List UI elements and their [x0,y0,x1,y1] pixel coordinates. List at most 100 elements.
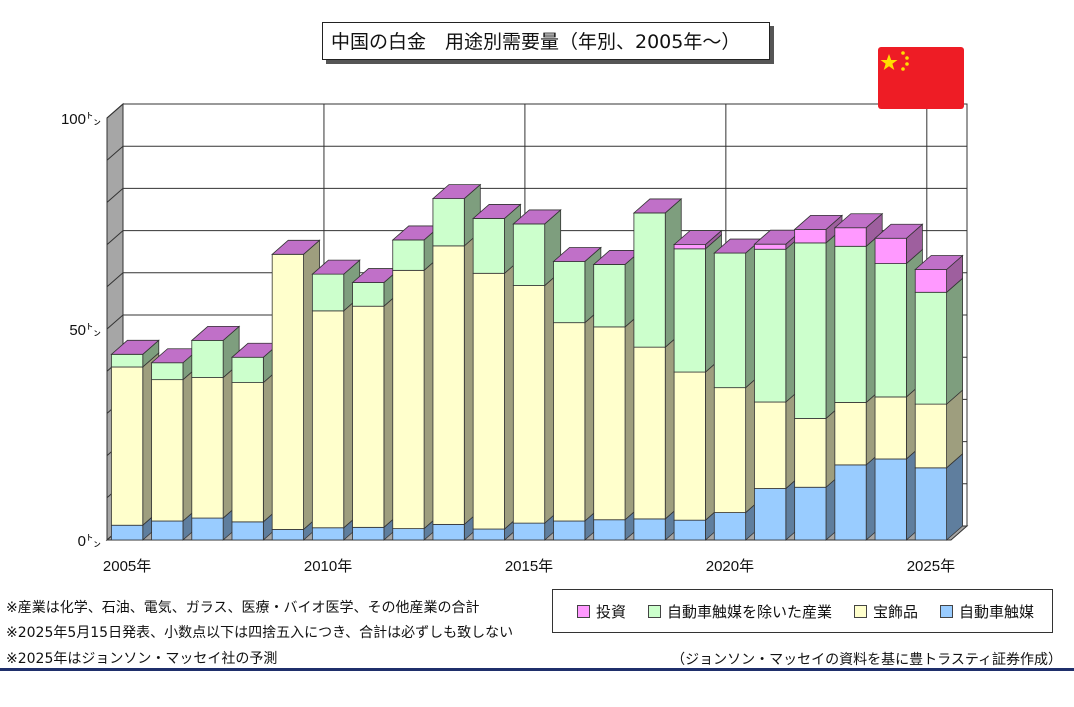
bar-2012-s2 [392,239,425,271]
bar-2019-s1 [673,371,706,521]
bar-2023-s3 [834,227,867,247]
bar-2018-s1 [633,346,666,520]
bar-2018-s2-top [632,198,683,214]
bar-2017-s2 [593,264,626,328]
bar-2023-s2 [834,245,867,403]
bar-2019-s0 [673,519,706,541]
gridline-side [106,272,124,288]
bar-2011-s1 [352,305,385,528]
bar-2024-s3-top [873,223,924,239]
gridline-side [106,188,124,203]
bar-2012-s0 [392,528,425,541]
bar-2016-s1 [553,322,586,522]
bar-2020-s2 [713,252,747,389]
bar-2013-s0 [432,523,465,541]
bar-2014-s0 [472,528,505,541]
x-tick-label: 2025年 [907,558,955,575]
bar-2007-s2 [191,339,224,378]
legend-item-industrial: 自動車触媒を除いた産業 [648,601,832,622]
bar-2017-s0 [593,519,626,541]
bar-2021-s0 [754,488,787,541]
bar-2023-s0 [834,464,867,541]
bar-2006-s1 [151,379,184,522]
bar-2018-s2 [633,212,666,348]
bar-2020-s1 [713,387,747,513]
bar-2015-s2 [512,223,546,286]
bottom-divider [0,668,1074,671]
bar-2013-s2 [432,198,465,247]
bar-2014-s1 [472,272,505,530]
bar-2017-s1 [593,326,626,521]
bar-2010-s2-top [311,259,361,275]
legend-swatch-industrial [648,604,662,618]
bar-2023-s1 [834,402,867,466]
bar-2012-s1 [392,269,425,530]
legend-item-jewellery: 宝飾品 [854,601,918,622]
bar-2005-s2 [111,353,144,368]
bar-2013-s2-top [431,184,482,200]
bar-2015-s1 [512,285,546,524]
note-line-3: ※2025年はジョンソン・マッセイ社の予測 [6,651,278,667]
bar-2010-s2 [311,273,345,312]
bar-2025-s2 [914,291,947,405]
bar-2009-s1-top [271,239,321,255]
bar-2022-s1 [794,418,827,488]
china-flag-icon [878,47,964,109]
bar-2007-s0 [191,517,224,541]
bar-2025-s2-side [946,277,963,405]
bar-2008-s1 [231,382,264,523]
bar-2011-s0 [352,526,385,541]
bar-2006-s0 [151,520,184,541]
bar-2005-s2-top [110,339,160,355]
bar-2010-s0 [311,527,345,541]
bar-2014-s2-top [472,204,522,219]
gridline-side [106,145,124,161]
bar-2025-s3-top [914,255,964,270]
bar-2005-s1 [111,366,144,526]
bar-2024-s0 [874,458,907,541]
bar-2021-s2 [754,248,787,403]
bar-2019-s3 [673,244,706,250]
bar-2025-s0-side [946,452,963,541]
bar-2021-s1 [754,401,787,489]
y-tick-label: 0㌧ [78,533,101,550]
bar-2007-s1 [191,377,224,519]
bar-2010-s1 [311,310,345,529]
bar-2024-s2 [874,263,907,398]
bar-2023-s3-top [833,213,884,229]
bar-2014-s2 [472,218,505,274]
bar-2006-s2 [151,362,184,381]
source-note: （ジョンソン・マッセイの資料を基に豊トラスティ証券作成） [671,652,1062,668]
legend-swatch-autocatalyst [940,604,954,618]
bar-2016-s0 [553,520,586,541]
bar-2013-s1 [432,245,465,525]
legend-label-investment: 投資 [596,602,627,621]
bar-2009-s1 [271,253,304,530]
bar-2024-s3 [874,237,907,264]
x-tick-label: 2020年 [706,558,754,575]
gridline-side [106,230,124,245]
bar-2020-s0 [713,512,747,541]
gridline-side [106,314,124,330]
bar-2021-s3 [754,243,787,250]
bar-2022-s3-top [793,215,844,230]
y-tick-label: 50㌧ [69,322,101,339]
bar-2005-s0 [111,524,144,541]
x-tick-label: 2010年 [304,558,352,575]
note-line-2: ※2025年5月15日発表、小数点以下は四捨五入につき、合計は必ずしも致しない [6,625,514,641]
bar-2024-s1 [874,396,907,460]
bar-2015-s2-top [512,209,562,225]
note-line-1: ※産業は化学、石油、電気、ガラス、医療・バイオ医学、その他産業の合計 [6,600,480,616]
bar-2022-s2 [794,242,827,419]
bar-2009-s0 [271,529,304,541]
bar-2008-s2 [231,356,264,383]
bar-2008-s0 [231,521,264,541]
chart-legend: 投資 自動車触媒を除いた産業 宝飾品 自動車触媒 [552,589,1053,633]
gridline-side [106,103,124,119]
bar-2015-s0 [512,522,546,541]
x-tick-label: 2005年 [103,558,151,575]
legend-label-autocatalyst: 自動車触媒 [959,602,1035,621]
legend-item-investment: 投資 [577,601,626,622]
bar-2022-s3 [794,229,827,244]
bar-2016-s2-top [552,247,602,262]
